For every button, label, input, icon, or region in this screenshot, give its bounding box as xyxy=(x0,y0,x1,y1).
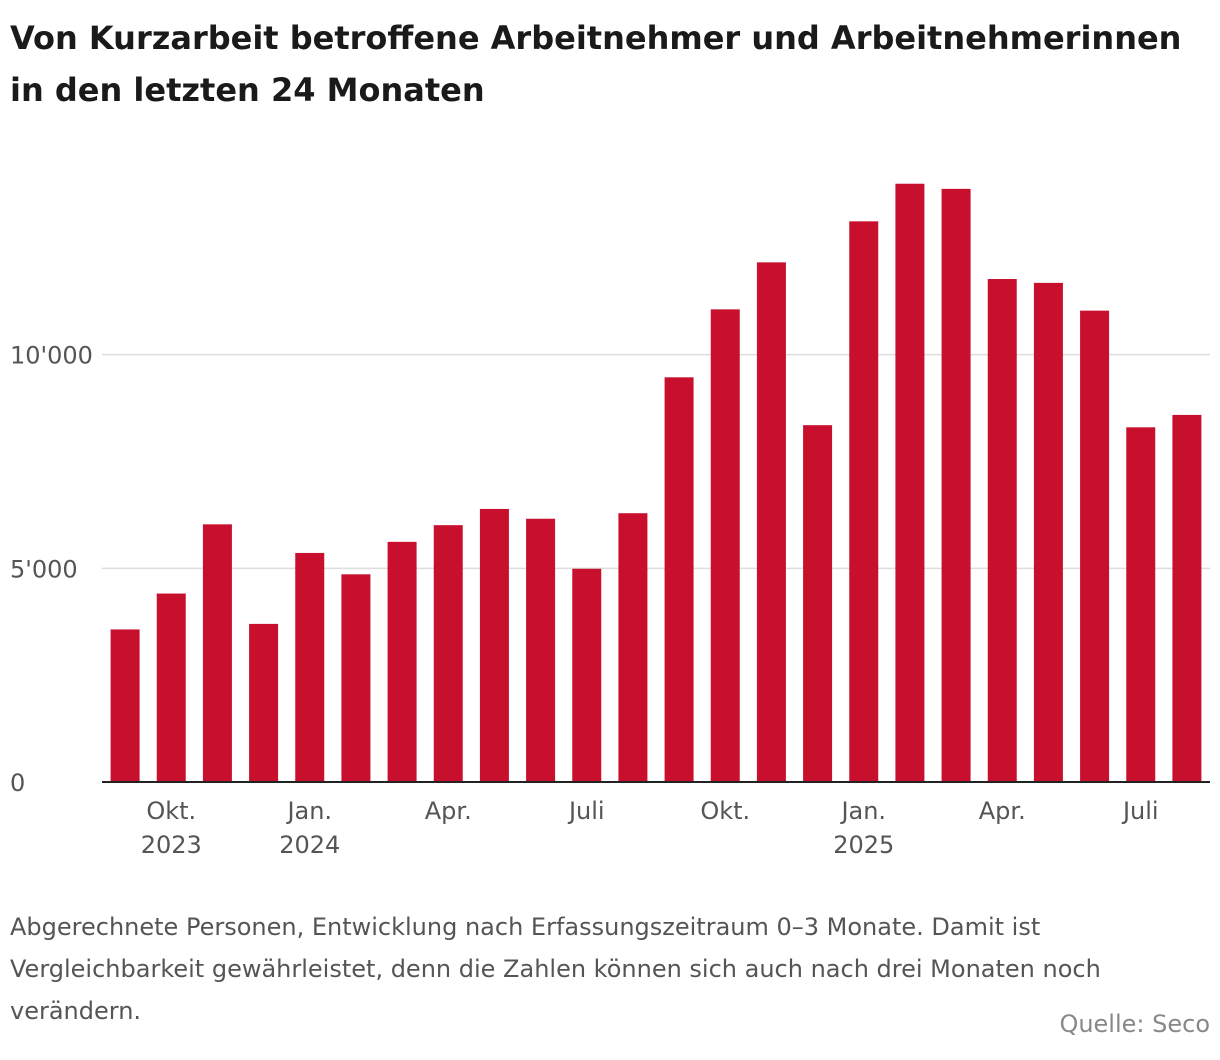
bar xyxy=(1126,427,1156,782)
chart-footnote: Abgerechnete Personen, Entwicklung nach … xyxy=(10,913,1101,1025)
source-credit: Quelle: Seco xyxy=(1059,1010,1210,1038)
chart-title: Von Kurzarbeit betroffene Arbeitnehmer u… xyxy=(10,19,1182,109)
bar xyxy=(1080,310,1110,782)
bar-chart: 0 5'000 10'000 Okt. 2023 Jan. 2024 Apr. Juli Okt.… xyxy=(10,183,1210,859)
bar xyxy=(249,623,279,782)
x-tick-label: Okt. xyxy=(146,797,196,825)
bar xyxy=(756,262,786,782)
bar xyxy=(664,377,694,782)
bar xyxy=(1033,282,1063,782)
bar xyxy=(803,425,833,782)
bar xyxy=(618,513,648,782)
x-tick-label: Apr. xyxy=(979,797,1026,825)
y-tick-label: 5'000 xyxy=(10,555,78,583)
x-tick-year-label: 2023 xyxy=(141,831,202,859)
bar xyxy=(341,574,371,782)
bar xyxy=(987,279,1017,782)
bar xyxy=(156,593,186,782)
bar xyxy=(110,629,140,782)
x-tick-label: Jan. xyxy=(839,797,886,825)
y-tick-label: 0 xyxy=(10,769,25,797)
bar xyxy=(202,524,232,782)
x-tick-label: Apr. xyxy=(425,797,472,825)
bar xyxy=(433,525,463,782)
x-tick-year-label: 2024 xyxy=(279,831,340,859)
x-tick-year-label: 2025 xyxy=(833,831,894,859)
bar xyxy=(710,309,740,782)
x-tick-label: Okt. xyxy=(700,797,750,825)
bar xyxy=(1172,414,1202,782)
x-tick-label: Juli xyxy=(1121,797,1159,825)
bar xyxy=(941,188,971,782)
bar xyxy=(572,568,602,782)
bar xyxy=(387,541,417,782)
bar xyxy=(295,552,325,782)
bar xyxy=(526,518,556,782)
bar xyxy=(895,183,925,782)
bar xyxy=(849,221,879,782)
x-tick-label: Juli xyxy=(567,797,605,825)
bar xyxy=(479,508,509,782)
x-tick-label: Jan. xyxy=(285,797,332,825)
y-tick-label: 10'000 xyxy=(10,342,93,370)
